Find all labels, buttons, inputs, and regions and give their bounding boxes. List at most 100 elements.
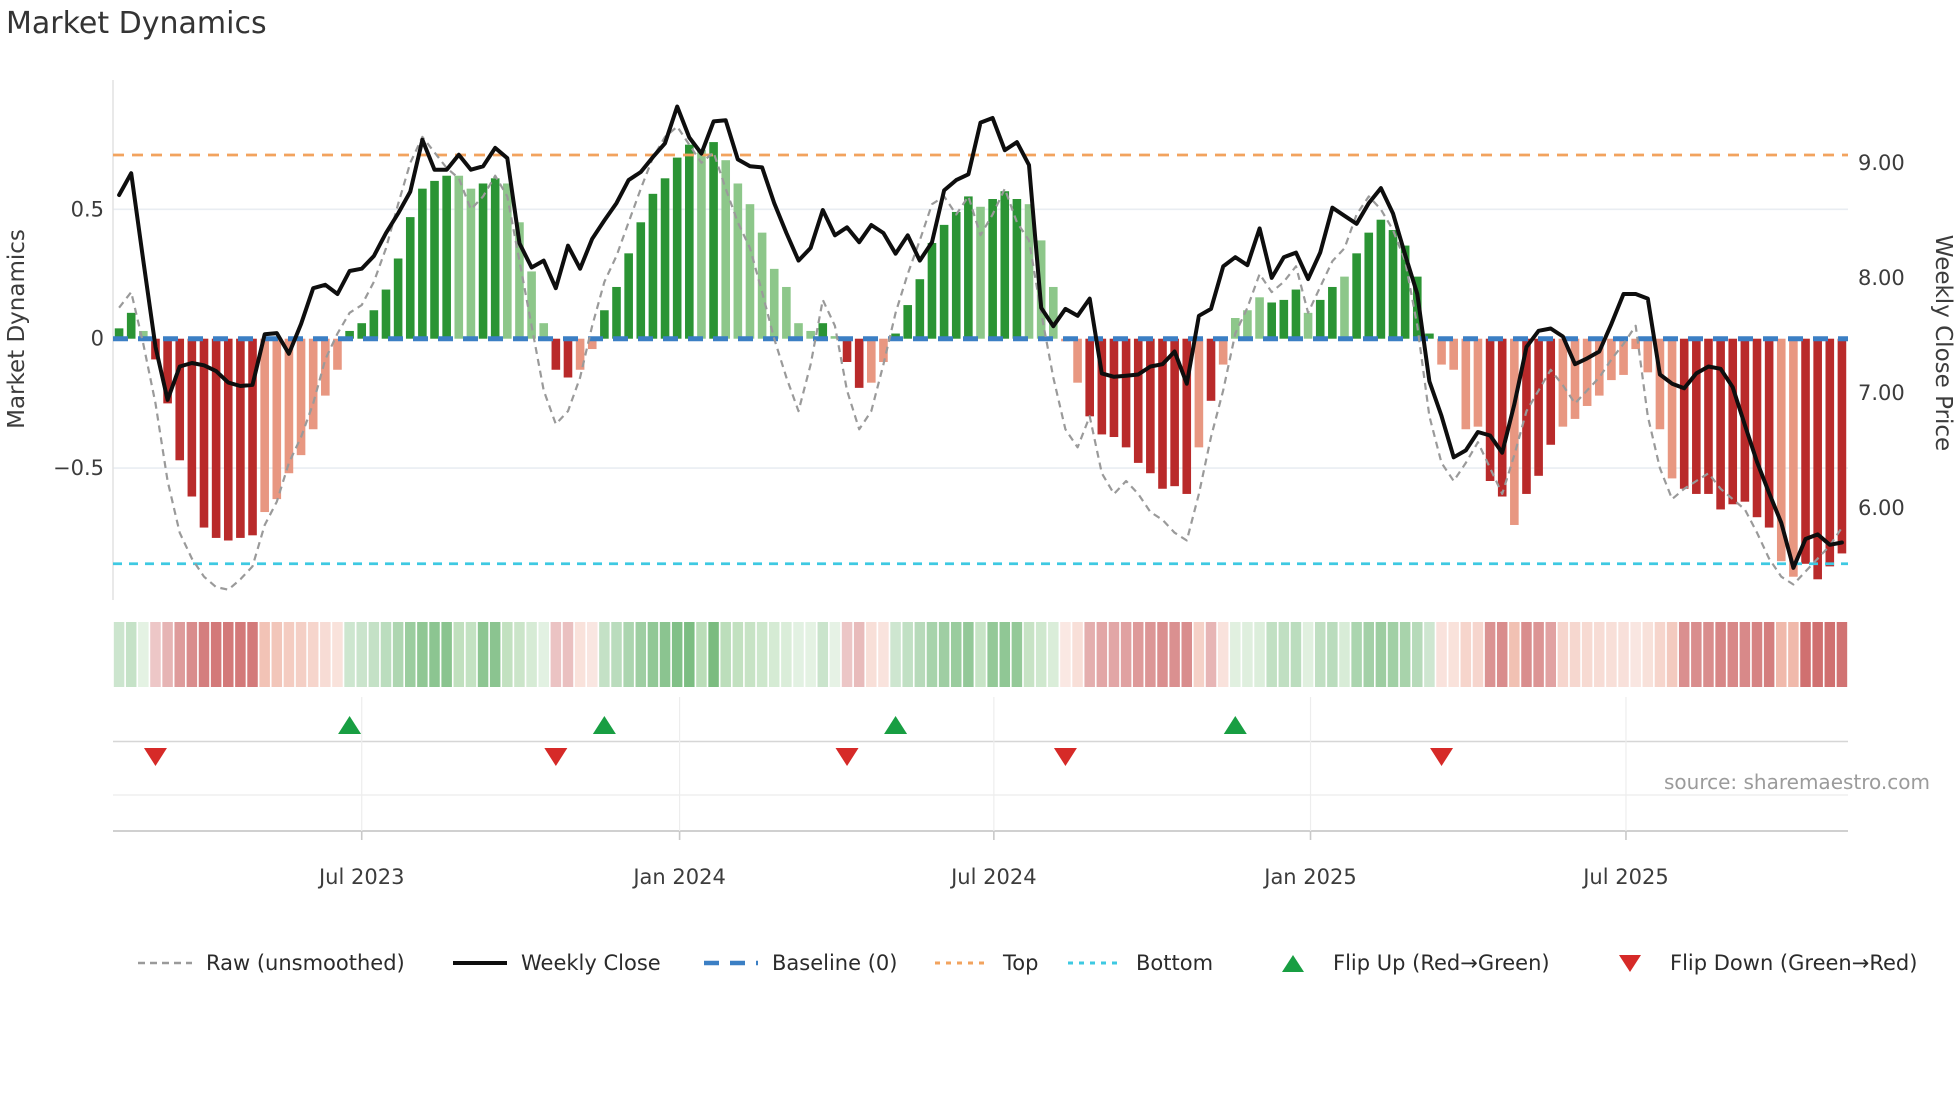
oscillator-bar	[1667, 338, 1677, 479]
oscillator-bar	[490, 178, 500, 339]
heatmap-cell	[1278, 622, 1290, 687]
heatmap-cell	[1788, 622, 1799, 687]
heatmap-cell	[1254, 622, 1265, 687]
heatmap-cell	[878, 622, 889, 687]
oscillator-bar	[1097, 338, 1107, 435]
heatmap-cell	[1242, 622, 1253, 687]
oscillator-bar	[915, 279, 925, 339]
oscillator-bar	[1146, 338, 1155, 474]
heatmap-cell	[1290, 622, 1302, 687]
oscillator-bar	[1073, 338, 1082, 383]
oscillator-bar	[272, 338, 282, 500]
oscillator-bar	[1776, 338, 1786, 562]
oscillator-bar	[1485, 338, 1495, 481]
weekly-close-swatch	[452, 955, 508, 971]
oscillator-bar	[1594, 338, 1604, 396]
heatmap-cell	[1751, 622, 1763, 687]
oscillator-bar	[1558, 338, 1568, 427]
oscillator-bar	[1012, 199, 1022, 339]
oscillator-bar	[563, 338, 573, 378]
heatmap-cell	[1169, 622, 1180, 687]
heatmap-cell	[1509, 622, 1520, 687]
heatmap-cell	[793, 622, 804, 687]
heatmap-cell	[1678, 622, 1690, 687]
heatmap-cell	[1739, 622, 1751, 687]
heatmap-cell	[841, 622, 853, 687]
oscillator-bar	[248, 338, 257, 536]
oscillator-bar	[284, 338, 294, 474]
heatmap-cell	[526, 622, 537, 687]
oscillator-bar	[1825, 338, 1835, 567]
oscillator-bar	[624, 253, 633, 339]
heatmap-cell	[708, 622, 719, 687]
oscillator-bar	[1279, 299, 1289, 339]
oscillator-bar	[454, 175, 464, 339]
oscillator-bar	[1837, 338, 1847, 554]
heatmap-cell	[113, 622, 125, 687]
heatmap-cell	[247, 622, 258, 687]
heatmap-cell	[817, 622, 829, 687]
heatmap-cell	[1387, 622, 1399, 687]
oscillator-bar	[636, 222, 646, 339]
oscillator-bar	[1704, 338, 1713, 494]
heatmap-cell	[1048, 622, 1059, 687]
oscillator-bar	[1631, 338, 1640, 350]
heatmap-cell	[1776, 622, 1787, 687]
oscillator-bar	[1255, 297, 1264, 339]
heatmap-cell	[1193, 622, 1205, 687]
oscillator-bar	[1461, 338, 1471, 430]
oscillator-bar	[903, 305, 913, 339]
flip-down-marker	[143, 748, 167, 766]
heatmap-cell	[1545, 622, 1556, 687]
heatmap-cell	[210, 622, 222, 687]
heatmap-cell	[611, 622, 622, 687]
flip-down-marker	[1430, 748, 1454, 766]
heatmap-cell	[1314, 622, 1326, 687]
oscillator-bar	[1582, 338, 1592, 406]
legend-label: Bottom	[1136, 951, 1214, 975]
heatmap-cell	[647, 622, 659, 687]
oscillator-bar	[939, 224, 949, 339]
oscillator-bar	[551, 338, 561, 370]
oscillator-bar	[1716, 338, 1725, 510]
oscillator-bar	[1243, 310, 1252, 339]
heatmap-cell	[307, 622, 319, 687]
oscillator-bar	[1425, 333, 1434, 339]
oscillator-bar	[685, 144, 694, 339]
heatmap-cell	[1108, 622, 1120, 687]
oscillator-bar	[345, 330, 354, 339]
oscillator-bar	[296, 338, 306, 456]
oscillator-bar	[1813, 338, 1822, 580]
oscillator-bar	[1570, 338, 1580, 419]
heatmap-cell	[502, 622, 513, 687]
oscillator-bar	[430, 180, 439, 339]
legend-label: Top	[1003, 951, 1039, 975]
oscillator-bar	[126, 312, 136, 339]
oscillator-bar	[405, 217, 415, 339]
heatmap-cell	[1666, 622, 1678, 687]
oscillator-bar	[1752, 338, 1762, 518]
oscillator-bar	[1473, 338, 1483, 427]
heatmap-cell	[866, 622, 877, 687]
oscillator-bar	[1206, 338, 1216, 401]
oscillator-bar	[1133, 338, 1143, 463]
oscillator-bar	[1546, 338, 1556, 445]
oscillator-bar	[442, 175, 451, 339]
heatmap-cell	[271, 622, 283, 687]
oscillator-bar	[988, 199, 997, 339]
right-axis-tick-label: 8.00	[1858, 266, 1905, 290]
oscillator-bar	[187, 338, 197, 497]
heatmap-cell	[659, 622, 671, 687]
legend-label: Flip Up (Red→Green)	[1333, 951, 1550, 975]
heatmap-cell	[150, 622, 161, 687]
heatmap-cell	[720, 622, 731, 687]
heatmap-cell	[938, 622, 950, 687]
heatmap-cell	[853, 622, 865, 687]
oscillator-bar	[964, 196, 973, 339]
oscillator-bar	[1291, 289, 1301, 339]
weekly-close-line	[117, 104, 1844, 570]
heatmap-cell	[1363, 622, 1375, 687]
heatmap-cell	[368, 622, 380, 687]
heatmap-cell	[223, 622, 234, 687]
heatmap-cell	[902, 622, 913, 687]
